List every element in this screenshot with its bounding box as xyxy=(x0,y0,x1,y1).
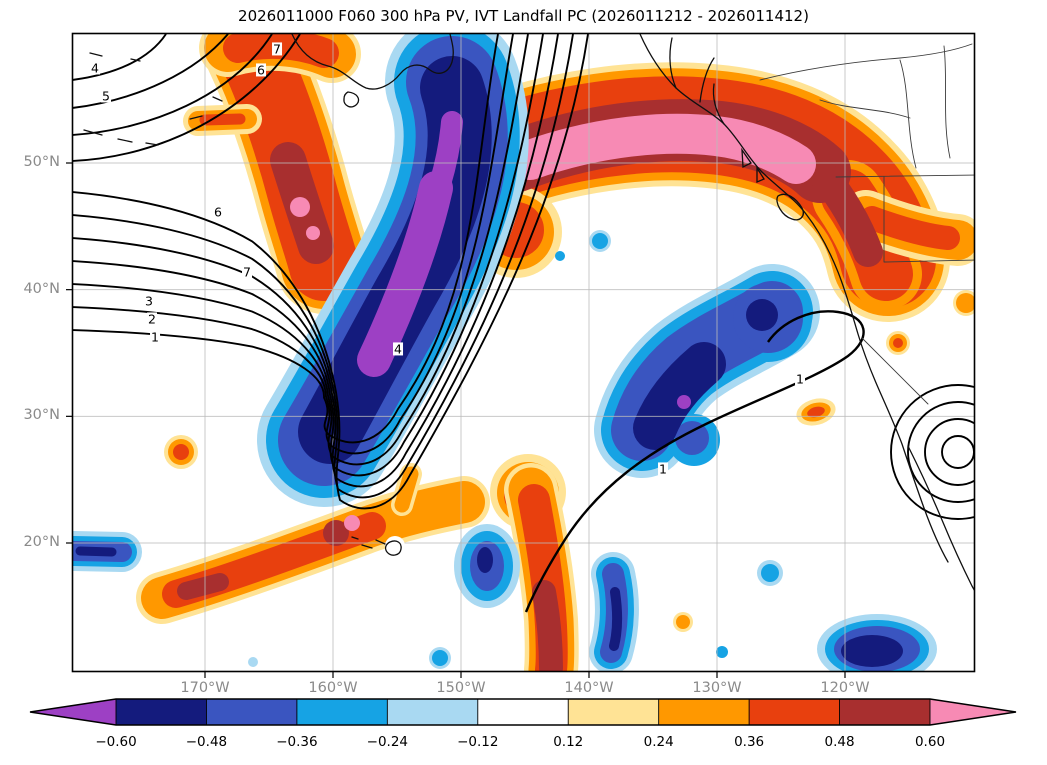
colorbar-tick-label: 0.36 xyxy=(734,734,765,750)
axis-ticks xyxy=(66,162,846,678)
colorbar-canvas xyxy=(29,698,1017,726)
colorbar-tick-label: −0.48 xyxy=(185,734,228,750)
political-borders xyxy=(835,174,974,405)
coastlines xyxy=(83,34,974,591)
colorbar-tick-label: 0.60 xyxy=(914,734,946,750)
anomaly-fill-regions xyxy=(73,34,974,671)
colorbar-tick-label: 0.24 xyxy=(643,734,674,750)
colorbar-tick-labels: −0.60 −0.48 −0.36 −0.24 −0.12 0.12 0.24 0.36 0.4… xyxy=(28,734,1018,754)
pv-contour-1-loop xyxy=(524,310,865,613)
colorbar-tick-label: −0.60 xyxy=(95,734,137,750)
colorbar-tick-label: −0.36 xyxy=(276,734,318,750)
colorbar: −0.60 −0.48 −0.36 −0.24 −0.12 0.12 0.24 0.36 0.4… xyxy=(28,698,1018,758)
chart-title: 2026011000 F060 300 hPa PV, IVT Landfall… xyxy=(238,7,809,25)
colorbar-tick-label: 0.48 xyxy=(824,734,855,750)
colorbar-tick-label: 0.12 xyxy=(553,734,584,750)
pv-contour-lines xyxy=(73,34,974,613)
pv-trough-contours xyxy=(73,34,589,510)
colorbar-tick-label: −0.24 xyxy=(366,734,409,750)
colorbar-tick-label: −0.12 xyxy=(457,734,499,750)
map-frame xyxy=(71,32,976,673)
